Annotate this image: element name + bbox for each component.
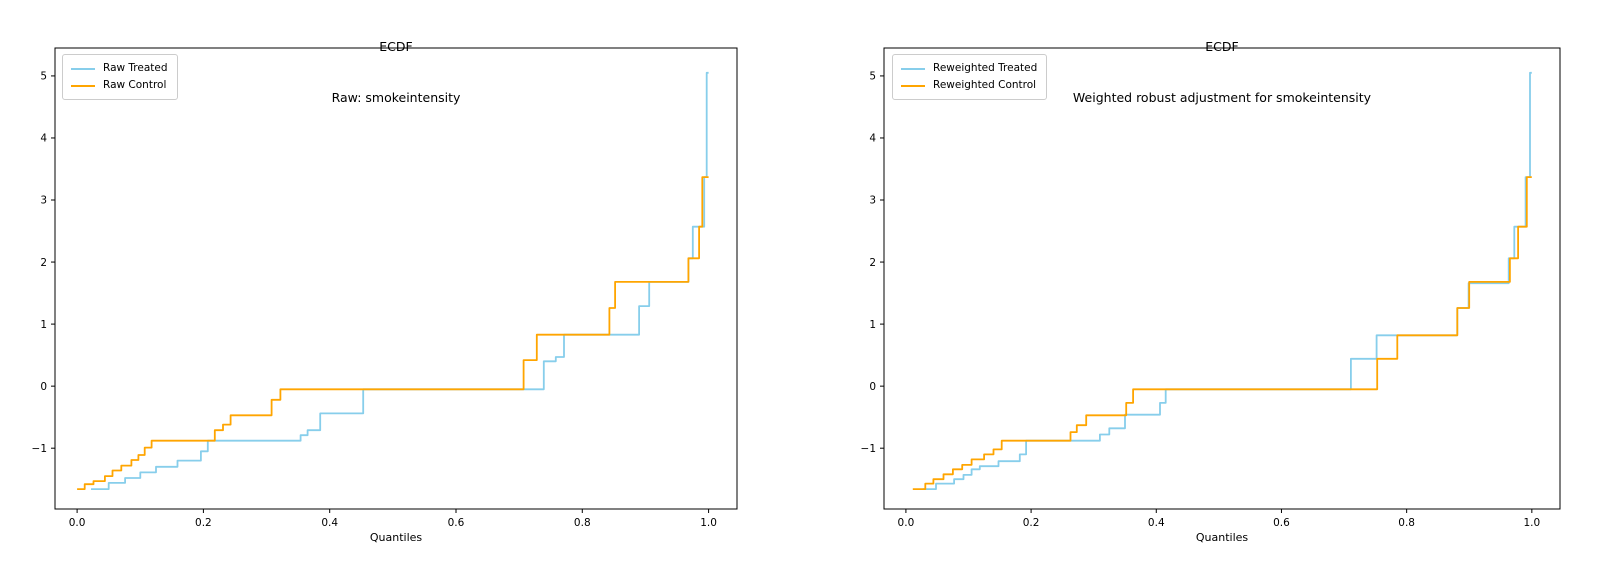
y-tick-label: 4 <box>40 133 47 145</box>
right-plot-title-line1: ECDF <box>1205 39 1239 54</box>
y-tick-label: −1 <box>32 443 47 455</box>
y-tick-label: 4 <box>869 133 876 145</box>
legend-label: Raw Treated <box>103 62 168 74</box>
y-tick-label: −1 <box>861 443 876 455</box>
legend-item-raw-control: Raw Control <box>71 77 168 94</box>
y-tick-label: 2 <box>869 257 876 269</box>
x-tick-label: 0.6 <box>1273 517 1290 529</box>
x-tick-label: 1.0 <box>700 517 717 529</box>
y-tick-label: 2 <box>40 257 47 269</box>
left-plot-legend: Raw Treated Raw Control <box>62 54 178 100</box>
y-tick-label: 0 <box>869 381 876 393</box>
y-tick-label: 3 <box>869 195 876 207</box>
legend-item-raw-treated: Raw Treated <box>71 60 168 77</box>
legend-line-swatch <box>71 84 95 87</box>
left-plot-title-line2: Raw: smokeintensity <box>331 90 461 105</box>
legend-line-swatch <box>71 67 95 70</box>
legend-label: Reweighted Control <box>933 79 1037 91</box>
y-tick-label: 1 <box>40 319 47 331</box>
legend-line-swatch <box>901 84 925 87</box>
y-tick-label: 1 <box>869 319 876 331</box>
ecdf-line-reweighted-control <box>912 176 1532 490</box>
right-plot-title-line2: Weighted robust adjustment for smokeinte… <box>1072 90 1372 105</box>
right-plot-legend: Reweighted Treated Reweighted Control <box>892 54 1048 100</box>
legend-item-reweighted-treated: Reweighted Treated <box>901 60 1037 77</box>
y-tick-label: 5 <box>869 71 876 83</box>
right-plot-title: ECDF Weighted robust adjustment for smok… <box>884 4 1560 140</box>
ecdf-line-reweighted-treated <box>922 71 1532 490</box>
x-tick-label: 0.4 <box>1148 517 1165 529</box>
y-tick-label: 0 <box>40 381 47 393</box>
y-tick-label: 3 <box>40 195 47 207</box>
x-tick-label: 0.8 <box>574 517 591 529</box>
x-tick-label: 1.0 <box>1523 517 1540 529</box>
x-tick-label: 0.8 <box>1398 517 1415 529</box>
legend-label: Raw Control <box>103 79 167 91</box>
x-tick-label: 0.6 <box>448 517 465 529</box>
x-tick-label: 0.0 <box>69 517 86 529</box>
left-plot-title: ECDF Raw: smokeintensity <box>55 4 737 140</box>
ecdf-line-raw-control <box>77 176 709 490</box>
legend-line-swatch <box>901 67 925 70</box>
left-plot-title-line1: ECDF <box>379 39 413 54</box>
x-tick-label: 0.0 <box>898 517 915 529</box>
legend-item-reweighted-control: Reweighted Control <box>901 77 1037 94</box>
left-plot-xlabel: Quantiles <box>369 531 423 544</box>
x-tick-label: 0.2 <box>1023 517 1040 529</box>
y-tick-label: 5 <box>40 71 47 83</box>
axes-spines <box>883 47 1561 510</box>
right-plot-axes: 0.0 0.2 0.4 0.6 0.8 1.0 −1 0 1 2 3 4 5 <box>861 47 1561 529</box>
left-plot-axes: 0.0 0.2 0.4 0.6 0.8 1.0 −1 0 1 2 3 4 5 <box>32 47 738 529</box>
x-tick-label: 0.2 <box>195 517 212 529</box>
axes-spines <box>54 47 738 510</box>
legend-label: Reweighted Treated <box>933 62 1038 74</box>
x-tick-label: 0.4 <box>321 517 338 529</box>
right-plot-xlabel: Quantiles <box>1195 531 1249 544</box>
